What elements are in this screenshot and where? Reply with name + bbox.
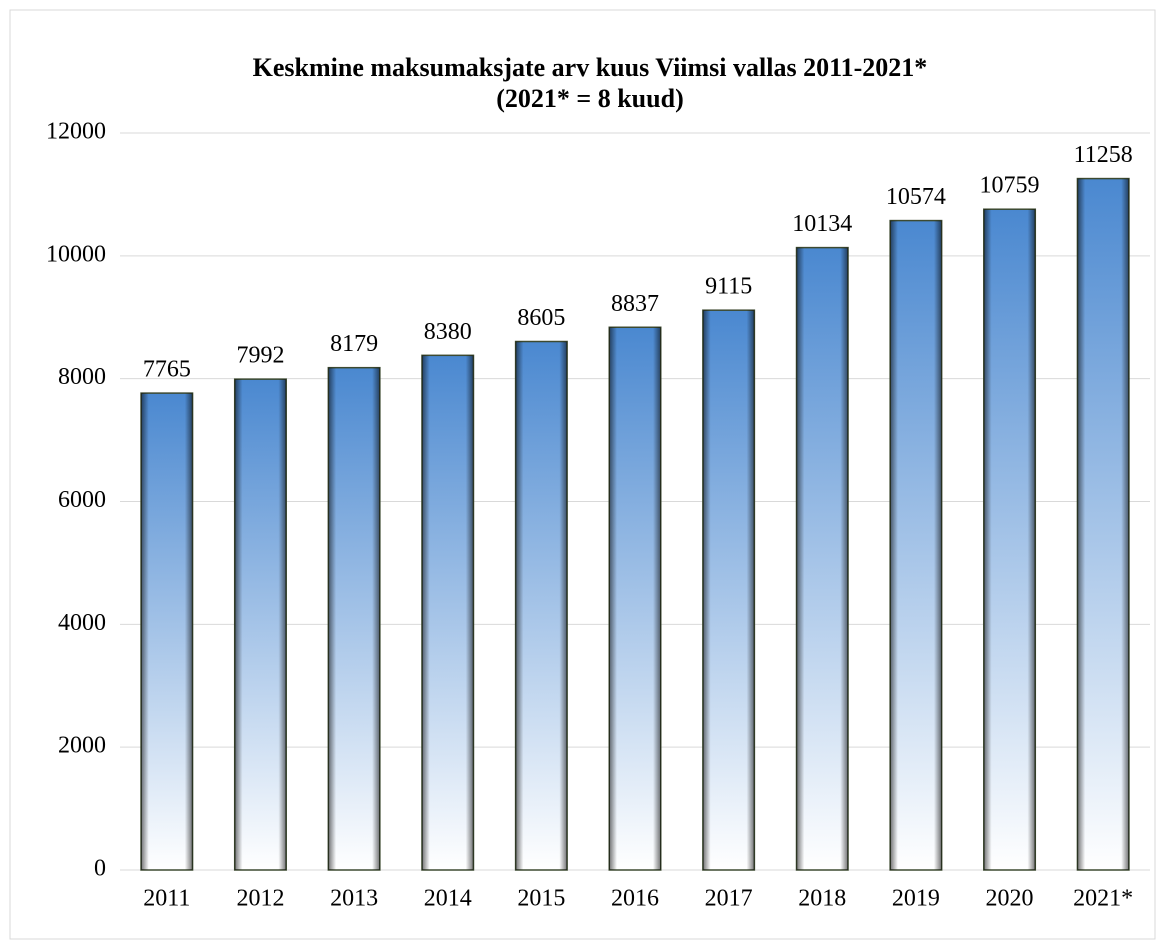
bar	[421, 354, 475, 871]
y-tick-label: 12000	[46, 119, 106, 145]
y-tick-label: 0	[94, 856, 106, 882]
bar	[140, 392, 194, 871]
bar	[327, 366, 381, 871]
data-label: 7765	[143, 357, 191, 383]
x-tick-label: 2015	[517, 886, 565, 912]
bar	[514, 340, 568, 871]
x-tick-label: 2016	[611, 886, 659, 912]
x-tick-label: 2013	[330, 886, 378, 912]
y-tick-label: 8000	[58, 364, 106, 390]
data-label: 8837	[611, 291, 659, 317]
bar	[702, 309, 756, 871]
data-label: 11258	[1074, 142, 1133, 168]
bar	[1076, 177, 1130, 871]
data-label: 10759	[980, 173, 1040, 199]
bar	[795, 246, 849, 871]
x-tick-label: 2021*	[1073, 886, 1133, 912]
x-tick-label: 2017	[705, 886, 753, 912]
data-label: 8179	[330, 331, 378, 357]
y-tick-label: 10000	[46, 241, 106, 267]
data-label: 9115	[705, 274, 752, 300]
data-label: 10134	[792, 211, 852, 237]
data-label: 7992	[236, 343, 284, 369]
bar	[233, 378, 287, 871]
data-label: 8380	[424, 319, 472, 345]
data-label: 8605	[517, 305, 565, 331]
y-tick-label: 2000	[58, 733, 106, 759]
x-tick-label: 2014	[424, 886, 472, 912]
y-tick-label: 6000	[58, 487, 106, 513]
bar	[889, 219, 943, 871]
x-tick-label: 2020	[986, 886, 1034, 912]
frame	[9, 9, 1156, 940]
x-tick-label: 2011	[143, 886, 190, 912]
chart-title: Keskmine maksumaksjate arv kuus Viimsi v…	[253, 53, 928, 82]
x-tick-label: 2018	[798, 886, 846, 912]
bar	[983, 208, 1037, 871]
chart-subtitle: (2021* = 8 kuud)	[496, 84, 683, 113]
x-tick-label: 2012	[236, 886, 284, 912]
bar	[608, 326, 662, 871]
y-tick-label: 4000	[58, 610, 106, 636]
x-tick-label: 2019	[892, 886, 940, 912]
data-label: 10574	[886, 184, 946, 210]
